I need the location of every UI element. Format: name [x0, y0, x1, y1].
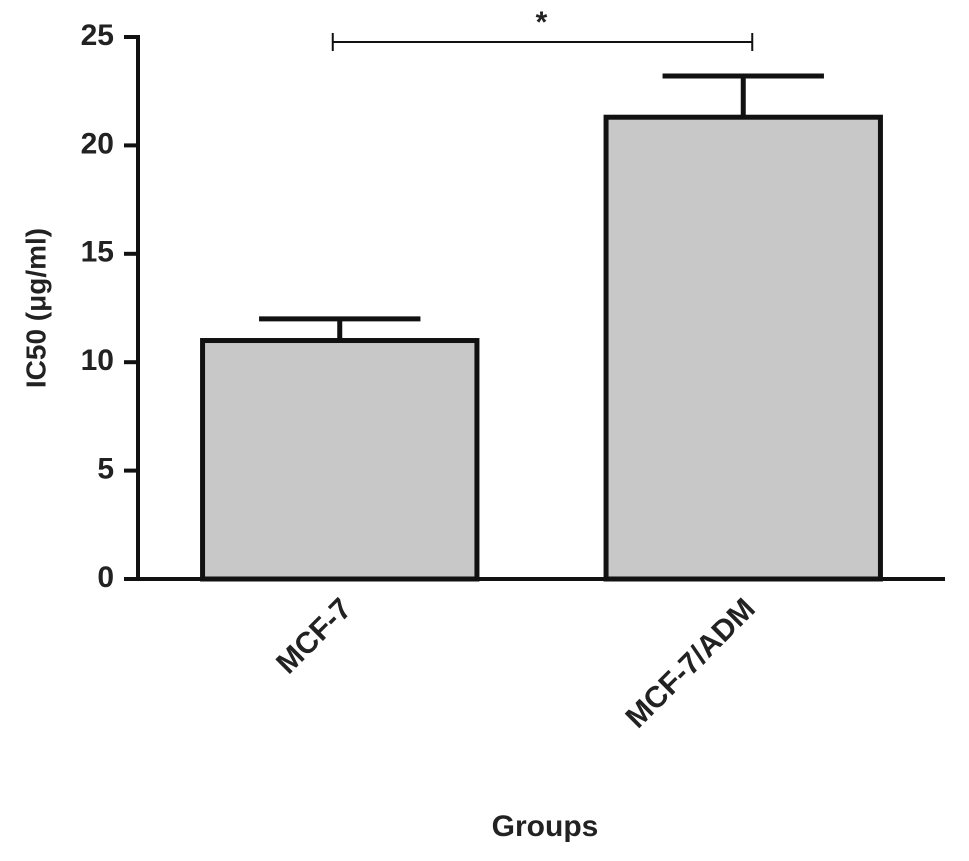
y-tick-label: 25 — [81, 19, 114, 52]
significance-label: * — [536, 6, 548, 39]
y-tick-label: 5 — [97, 453, 114, 486]
y-tick-label: 20 — [81, 127, 114, 160]
y-tick-label: 15 — [81, 236, 114, 269]
x-axis-label: Groups — [492, 810, 599, 843]
y-tick-label: 10 — [81, 344, 114, 377]
x-tick-label: MCF-7 — [270, 592, 358, 680]
y-tick-label: 0 — [97, 561, 114, 594]
bar — [200, 338, 480, 582]
bar — [603, 114, 883, 582]
x-tick-label: MCF-7/ADM — [619, 592, 761, 734]
y-axis-label: IC50 (μg/ml) — [20, 228, 51, 388]
